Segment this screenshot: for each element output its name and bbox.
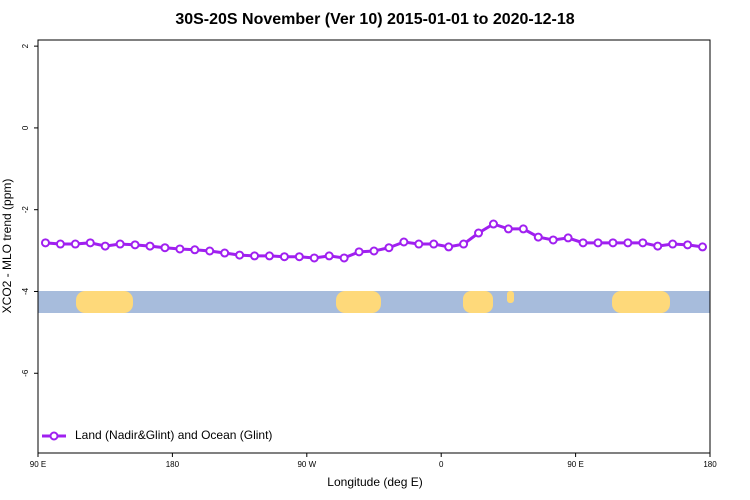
data-point [354,247,364,257]
data-point [698,242,708,252]
data-point [339,253,349,263]
data-point [578,238,588,248]
chart-title: 30S-20S November (Ver 10) 2015-01-01 to … [175,11,574,28]
data-point [623,238,633,248]
y-tick-label: 0 [21,125,30,130]
data-point [220,248,230,258]
data-point [175,244,185,254]
data-point [533,232,543,242]
data-point [250,251,260,261]
data-point [264,251,274,261]
land-patch [612,291,670,313]
data-point [115,239,125,249]
y-axis-label: XCO2 - MLO trend (ppm) [0,179,14,314]
data-point [160,243,170,253]
data-point [279,252,289,262]
plot-frame [37,39,711,454]
x-tick-label: 90 E [567,460,583,469]
data-point [190,245,200,255]
data-point [653,241,663,251]
data-point [608,238,618,248]
land-patch [336,291,381,313]
data-point [294,252,304,262]
data-point [474,228,484,238]
data-point [324,251,334,261]
y-tick-label: -6 [21,369,30,377]
data-point [130,240,140,250]
data-point [429,239,439,249]
data-point [145,241,155,251]
data-point [593,238,603,248]
data-point [459,239,469,249]
y-tick-label: 2 [21,43,30,48]
x-tick-label: 90 W [297,460,316,469]
x-tick-label: 180 [166,460,180,469]
data-point [369,246,379,256]
data-point [100,241,110,251]
legend-label: Land (Nadir&Glint) and Ocean (Glint) [75,428,272,442]
y-tick-label: -4 [21,287,30,295]
data-point [503,224,513,234]
x-tick-label: 180 [703,460,717,469]
data-point [384,243,394,253]
data-point [399,237,409,247]
data-point [235,250,245,260]
land-patch [463,291,493,313]
data-point [309,253,319,263]
data-point [85,238,95,248]
land-ocean-band [38,291,710,313]
data-point [548,235,558,245]
data-point [668,239,678,249]
land-patch [76,291,133,313]
data-point [683,240,693,250]
data-point [638,238,648,248]
data-point [518,224,528,234]
data-point [414,239,424,249]
land-patch [507,291,514,303]
y-tick-label: -2 [21,206,30,214]
x-tick-label: 0 [439,460,444,469]
data-point [444,242,454,252]
data-point [55,239,65,249]
data-point [40,238,50,248]
data-point [488,219,498,229]
x-tick-label: 90 E [30,460,46,469]
data-point [205,246,215,256]
legend-marker [49,431,59,441]
x-axis-label: Longitude (deg E) [327,475,422,489]
data-point [563,233,573,243]
data-point [70,239,80,249]
